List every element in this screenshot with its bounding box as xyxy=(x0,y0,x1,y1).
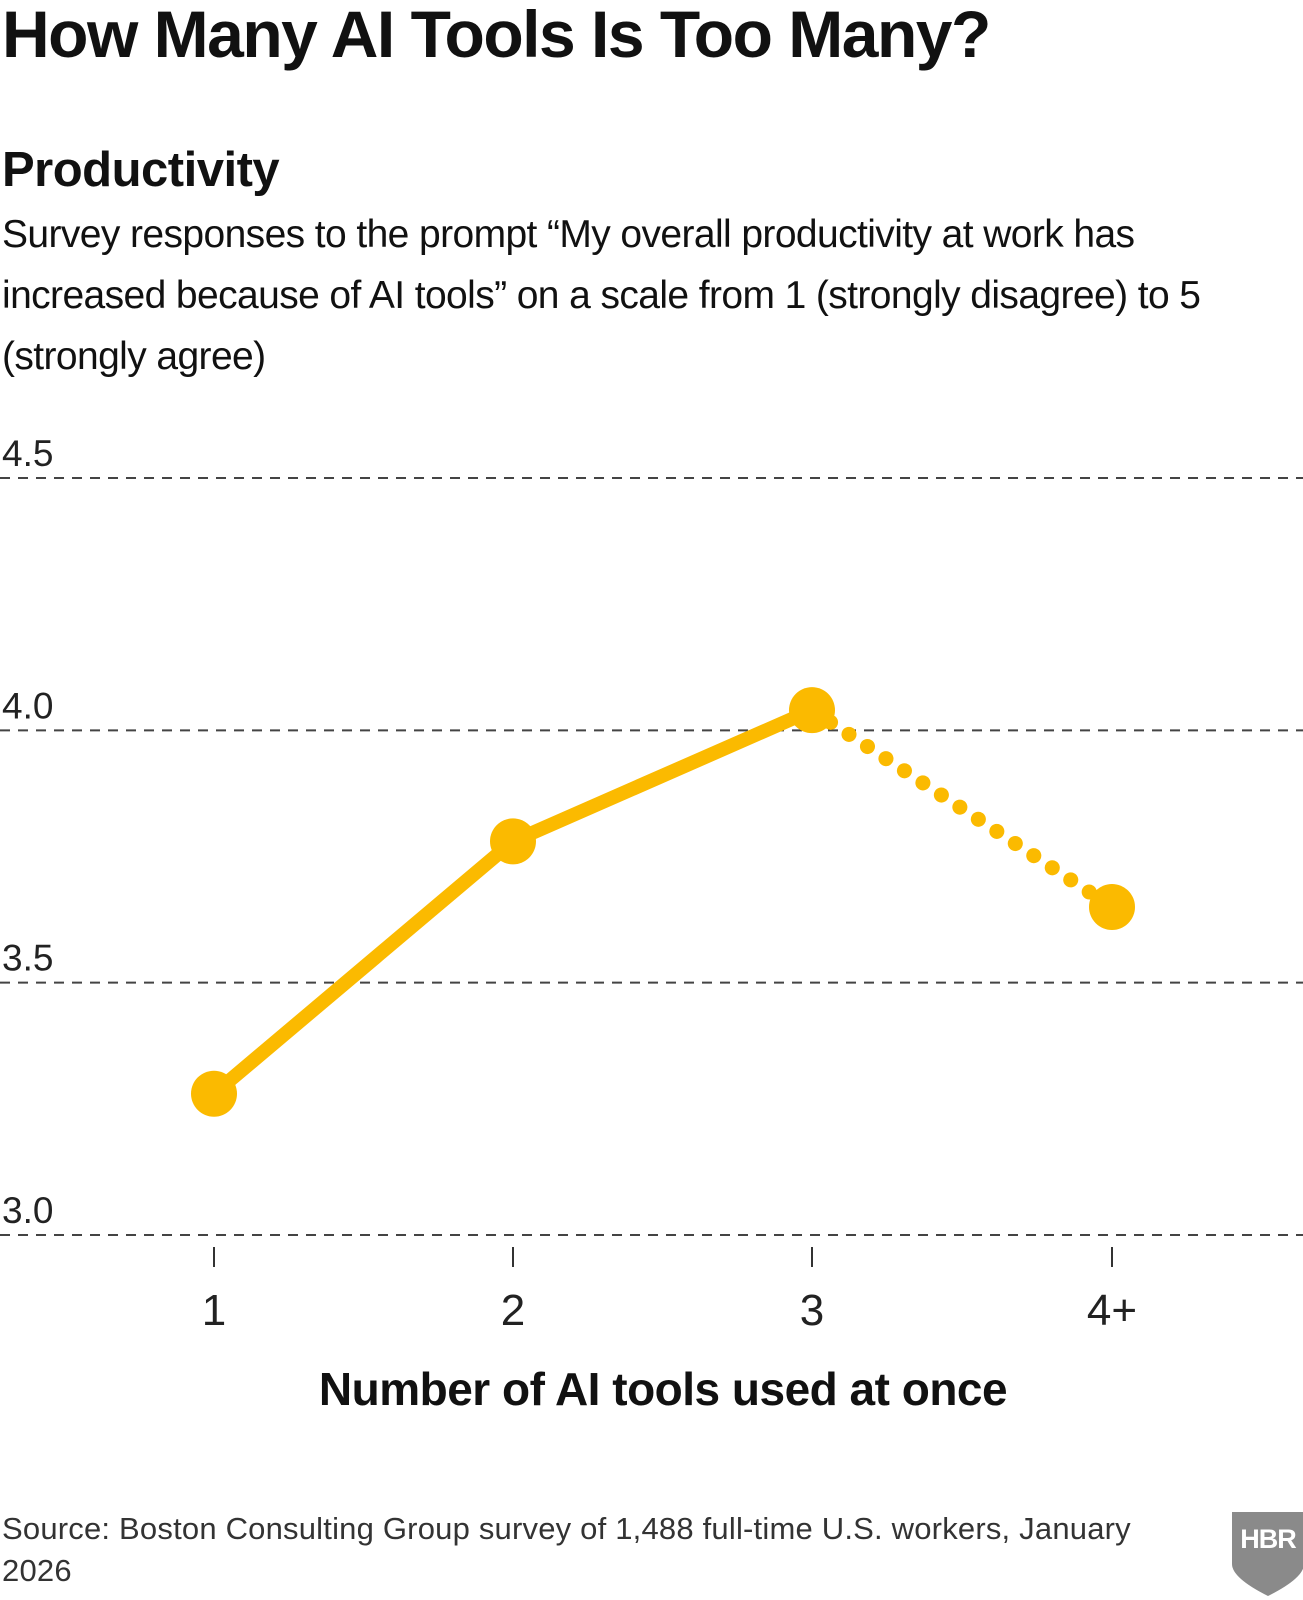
hbr-logo-text: HBR xyxy=(1240,1524,1296,1554)
data-point-4+ xyxy=(1089,883,1135,930)
hbr-logo-icon: HBR xyxy=(1232,1512,1303,1596)
y-tick-label: 4.0 xyxy=(2,685,53,726)
y-tick-label: 3.5 xyxy=(2,938,53,979)
x-axis-ticks: 1 2 3 4+ xyxy=(202,1247,1137,1335)
gridlines xyxy=(0,477,1303,1236)
line-chart: 3.0 3.5 4.0 4.5 1 2 3 4+ Number of AI tools us… xyxy=(0,433,1303,1415)
x-tick-label: 4+ xyxy=(1087,1286,1137,1335)
data-point-1 xyxy=(191,1070,237,1117)
x-axis-label: Number of AI tools used at once xyxy=(319,1363,1007,1415)
data-point-3 xyxy=(789,687,835,734)
series-line-dotted xyxy=(804,702,1120,915)
chart-title: How Many AI Tools Is Too Many? xyxy=(2,0,991,71)
data-series xyxy=(207,702,1120,1101)
y-axis-ticks: 3.0 3.5 4.0 4.5 xyxy=(2,433,53,1231)
x-tick-label: 1 xyxy=(202,1286,226,1335)
x-tick-label: 3 xyxy=(800,1286,824,1335)
y-tick-label: 3.0 xyxy=(2,1190,53,1231)
source-note: Source: Boston Consulting Group survey o… xyxy=(2,1511,1131,1588)
chart-description: Survey responses to the prompt “My overa… xyxy=(2,213,1201,378)
data-points xyxy=(191,687,1135,1117)
y-tick-label: 4.5 xyxy=(2,433,53,474)
data-point-2 xyxy=(490,818,536,865)
series-line-solid xyxy=(207,703,819,1101)
chart-subtitle: Productivity xyxy=(2,143,280,197)
x-tick-label: 2 xyxy=(501,1286,525,1335)
